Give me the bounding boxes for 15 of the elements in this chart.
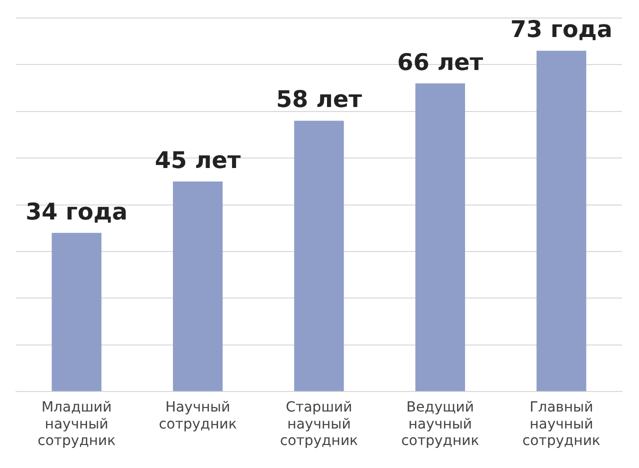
x-tick-label: Младший научный сотрудник xyxy=(38,400,116,450)
x-tick-label: Ведущий научный сотрудник xyxy=(401,400,480,450)
bar xyxy=(536,50,586,392)
bar xyxy=(294,120,344,392)
data-label: 45 лет xyxy=(154,148,242,174)
bar xyxy=(52,232,102,392)
data-label: 34 года xyxy=(26,199,128,226)
x-tick-label: Старший научный сотрудник xyxy=(280,400,358,450)
bar xyxy=(172,181,223,392)
x-tick-label: Научный сотрудник xyxy=(158,400,237,432)
data-label: 73 года xyxy=(510,17,612,44)
bar xyxy=(415,83,466,392)
x-tick-label: Главный научный сотрудник xyxy=(522,400,600,450)
data-label: 66 лет xyxy=(397,50,484,76)
data-label: 58 лет xyxy=(276,87,363,114)
